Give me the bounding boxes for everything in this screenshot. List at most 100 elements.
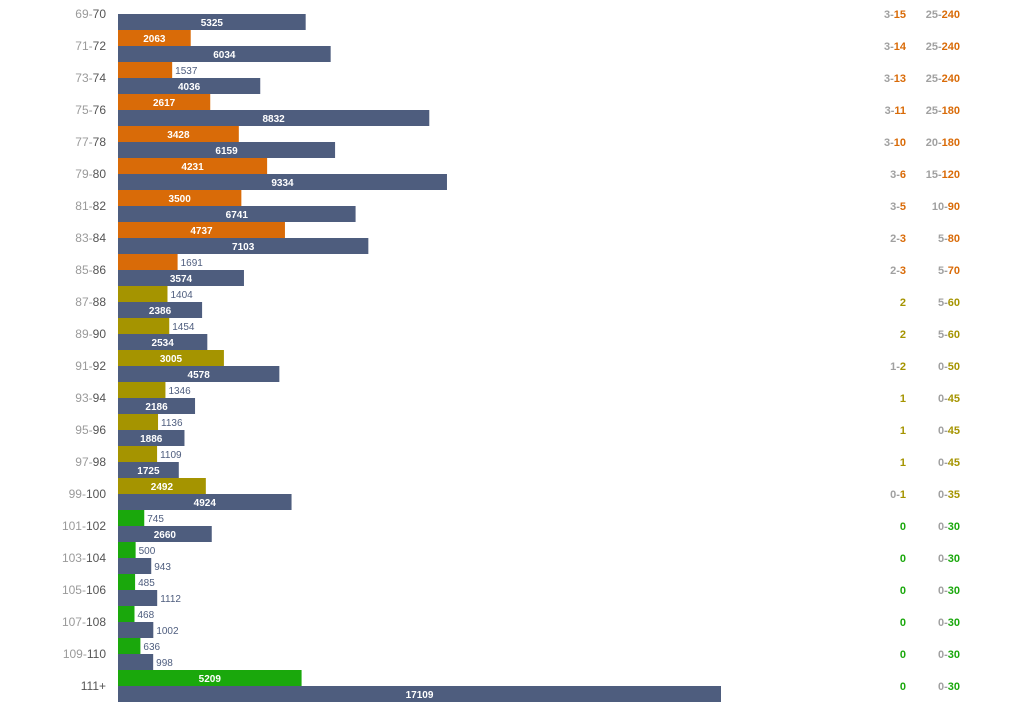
category-label: 91-92 [75, 359, 106, 373]
bar-top-label: 2617 [153, 98, 176, 109]
bar-top [118, 190, 242, 206]
category-label: 97-98 [75, 455, 106, 469]
column-b-value: 5-70 [938, 265, 960, 277]
column-b-value: 25-180 [926, 105, 960, 117]
bar-top-label: 485 [138, 578, 155, 589]
bar-bottom-label: 943 [154, 562, 171, 573]
column-a-value: 2-3 [890, 265, 906, 277]
bar-bottom-label: 4924 [194, 498, 217, 509]
bar-top-label: 636 [143, 642, 160, 653]
bar-top-label: 4737 [190, 226, 213, 237]
column-b-value: 5-80 [938, 233, 960, 245]
bar-bottom [118, 654, 154, 670]
column-a-value: 3-14 [884, 41, 907, 53]
category-label: 71-72 [75, 39, 106, 53]
bar-top [118, 318, 170, 334]
column-a-value: 3-5 [890, 201, 906, 213]
column-b-value: 5-60 [938, 329, 960, 341]
bar-top [118, 382, 166, 398]
column-b-value: 25-240 [926, 9, 960, 21]
bar-bottom [118, 302, 203, 318]
category-label: 105-106 [62, 583, 106, 597]
bar-top-label: 2063 [143, 34, 166, 45]
column-b-value: 0-50 [938, 361, 960, 373]
category-label: 109-110 [63, 647, 106, 661]
column-b-value: 0-30 [938, 617, 960, 629]
category-label: 89-90 [75, 327, 106, 341]
bar-bottom-label: 1886 [140, 434, 163, 445]
bar-top [118, 510, 145, 526]
bar-bottom-label: 6741 [226, 210, 249, 221]
bar-bottom-label: 7103 [232, 242, 255, 253]
column-b-value: 0-30 [938, 649, 960, 661]
column-b-value: 0-30 [938, 553, 960, 565]
column-a-value: 1-2 [890, 361, 906, 373]
category-label: 99-100 [69, 487, 107, 501]
bar-top-label: 3500 [169, 194, 192, 205]
column-a-value: 0 [900, 521, 906, 533]
bar-bottom [118, 206, 356, 222]
bar-bottom [118, 558, 152, 574]
bar-top-label: 1404 [170, 290, 193, 301]
bar-bottom-label: 2660 [154, 530, 177, 541]
bar-top-label: 1346 [168, 386, 191, 397]
bar-bottom-label: 1725 [137, 466, 160, 477]
bar-bottom-label: 17109 [406, 690, 434, 701]
bar-bottom-label: 9334 [271, 178, 294, 189]
bar-top [118, 478, 206, 494]
bar-top-label: 3428 [167, 130, 190, 141]
bar-bottom [118, 398, 196, 414]
column-a-value: 0 [900, 553, 906, 565]
bar-bottom-label: 1002 [156, 626, 179, 637]
bar-top [118, 606, 135, 622]
bar-top [118, 62, 173, 78]
bar-bottom-label: 2534 [152, 338, 175, 349]
column-b-value: 0-30 [938, 585, 960, 597]
column-a-value: 0 [900, 617, 906, 629]
bar-top [118, 158, 268, 174]
bar-bottom [118, 142, 336, 158]
column-a-value: 1 [900, 457, 906, 469]
column-b-value: 20-180 [926, 137, 960, 149]
column-b-value: 5-60 [938, 297, 960, 309]
bar-top [118, 30, 191, 46]
bar-top-label: 2492 [151, 482, 174, 493]
bar-bottom [118, 334, 208, 350]
bar-top [118, 350, 224, 366]
bar-top [118, 286, 168, 302]
category-label: 69-70 [75, 7, 106, 21]
bar-top-label: 4231 [181, 162, 204, 173]
bar-top-label: 1136 [161, 418, 183, 429]
category-label: 79-80 [75, 167, 106, 181]
category-label: 83-84 [75, 231, 106, 245]
column-a-value: 0 [900, 585, 906, 597]
bar-top-label: 1109 [160, 450, 182, 461]
bar-top-label: 1537 [175, 66, 198, 77]
bar-bottom-label: 1112 [160, 594, 181, 605]
bar-top [118, 670, 302, 686]
column-a-value: 0-1 [890, 489, 906, 501]
bar-top-label: 745 [147, 514, 164, 525]
column-b-value: 0-35 [938, 489, 960, 501]
column-a-value: 0 [900, 681, 906, 693]
bar-top [118, 574, 136, 590]
bar-top-label: 468 [137, 610, 154, 621]
category-label: 87-88 [75, 295, 106, 309]
bar-bottom [118, 366, 280, 382]
bar-bottom-label: 6159 [215, 146, 238, 157]
bar-bottom [118, 110, 430, 126]
bar-bottom-label: 8832 [263, 114, 286, 125]
column-a-value: 1 [900, 393, 906, 405]
column-b-value: 25-240 [926, 41, 960, 53]
category-label: 75-76 [75, 103, 106, 117]
column-b-value: 0-45 [938, 393, 960, 405]
bar-bottom [118, 46, 331, 62]
bar-bottom-label: 4036 [178, 82, 201, 93]
column-b-value: 10-90 [932, 201, 960, 213]
column-a-value: 1 [900, 425, 906, 437]
column-a-value: 3-11 [885, 105, 906, 117]
bar-top [118, 126, 239, 142]
bar-bottom [118, 494, 292, 510]
bar-top-label: 500 [139, 546, 156, 557]
category-label: 111+ [81, 679, 106, 693]
